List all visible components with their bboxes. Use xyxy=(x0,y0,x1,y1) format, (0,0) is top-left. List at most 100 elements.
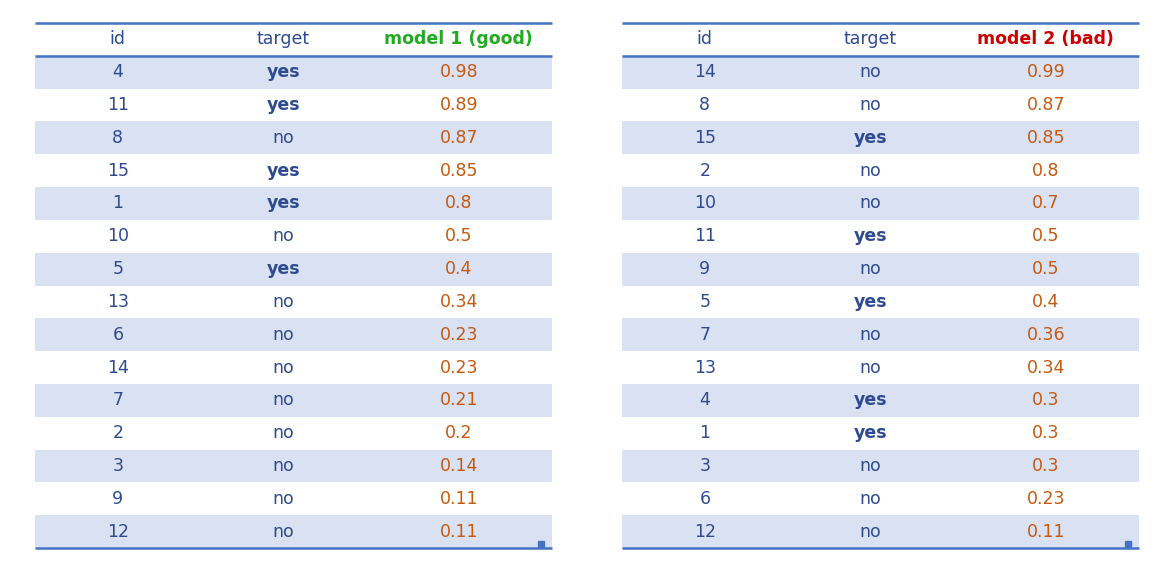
Bar xyxy=(622,253,1139,286)
Bar xyxy=(622,23,1139,56)
Bar xyxy=(35,154,552,187)
Text: no: no xyxy=(859,522,880,541)
Text: target: target xyxy=(257,30,310,49)
Text: 0.8: 0.8 xyxy=(1032,162,1060,180)
Text: no: no xyxy=(859,162,880,180)
Text: 0.14: 0.14 xyxy=(439,457,478,475)
Bar xyxy=(622,89,1139,122)
Text: 7: 7 xyxy=(113,391,123,409)
Text: yes: yes xyxy=(853,424,888,443)
Text: 0.99: 0.99 xyxy=(1026,63,1065,81)
Bar xyxy=(622,286,1139,319)
Text: id: id xyxy=(697,30,713,49)
Text: yes: yes xyxy=(266,260,301,278)
Bar xyxy=(622,351,1139,384)
Bar xyxy=(622,220,1139,253)
Text: 0.23: 0.23 xyxy=(439,325,478,344)
Text: no: no xyxy=(272,227,294,246)
Text: 6: 6 xyxy=(113,325,123,344)
Bar xyxy=(622,154,1139,187)
Text: yes: yes xyxy=(266,63,301,81)
Text: 0.7: 0.7 xyxy=(1032,194,1060,212)
Text: 0.34: 0.34 xyxy=(439,293,478,311)
Text: no: no xyxy=(272,424,294,443)
Text: no: no xyxy=(272,391,294,409)
Text: 15: 15 xyxy=(694,128,716,147)
Bar xyxy=(35,56,552,89)
Bar xyxy=(35,122,552,154)
Text: 4: 4 xyxy=(700,391,710,409)
Text: yes: yes xyxy=(853,391,888,409)
Text: 0.85: 0.85 xyxy=(439,162,478,180)
Text: no: no xyxy=(272,325,294,344)
Bar xyxy=(622,319,1139,351)
Text: 0.23: 0.23 xyxy=(1026,490,1065,508)
Bar xyxy=(35,23,552,56)
Bar xyxy=(35,384,552,417)
Text: 0.5: 0.5 xyxy=(445,227,473,246)
Text: yes: yes xyxy=(853,293,888,311)
Bar xyxy=(622,187,1139,220)
Text: 8: 8 xyxy=(113,128,123,147)
Text: id: id xyxy=(110,30,126,49)
Text: 7: 7 xyxy=(700,325,710,344)
Text: no: no xyxy=(859,63,880,81)
Bar xyxy=(35,253,552,286)
Text: no: no xyxy=(859,457,880,475)
Text: 0.87: 0.87 xyxy=(1026,96,1065,114)
Bar xyxy=(35,220,552,253)
Text: yes: yes xyxy=(266,162,301,180)
Bar xyxy=(622,482,1139,515)
Bar xyxy=(622,384,1139,417)
Text: 3: 3 xyxy=(113,457,123,475)
Text: 0.87: 0.87 xyxy=(439,128,478,147)
Bar xyxy=(35,319,552,351)
Text: 0.36: 0.36 xyxy=(1026,325,1065,344)
Text: 6: 6 xyxy=(700,490,710,508)
Text: 8: 8 xyxy=(700,96,710,114)
Text: 0.11: 0.11 xyxy=(1026,522,1065,541)
Text: 0.4: 0.4 xyxy=(1032,293,1059,311)
Text: no: no xyxy=(859,359,880,377)
Bar xyxy=(622,122,1139,154)
Text: 2: 2 xyxy=(113,424,123,443)
Text: model 2 (bad): model 2 (bad) xyxy=(978,30,1114,49)
Text: 2: 2 xyxy=(700,162,710,180)
Bar xyxy=(35,417,552,450)
Text: 15: 15 xyxy=(107,162,129,180)
Text: 14: 14 xyxy=(107,359,129,377)
Bar xyxy=(35,515,552,548)
Text: 1: 1 xyxy=(113,194,123,212)
Text: yes: yes xyxy=(853,128,888,147)
Text: 12: 12 xyxy=(694,522,716,541)
Text: 5: 5 xyxy=(700,293,710,311)
Text: 9: 9 xyxy=(113,490,123,508)
Text: 0.3: 0.3 xyxy=(1032,391,1060,409)
Text: 11: 11 xyxy=(694,227,716,246)
Text: 0.21: 0.21 xyxy=(439,391,478,409)
Text: 10: 10 xyxy=(107,227,129,246)
Text: 0.85: 0.85 xyxy=(1026,128,1065,147)
Bar xyxy=(35,482,552,515)
Text: model 1 (good): model 1 (good) xyxy=(384,30,533,49)
Text: 3: 3 xyxy=(700,457,710,475)
Bar xyxy=(35,286,552,319)
Text: no: no xyxy=(859,490,880,508)
Bar xyxy=(622,56,1139,89)
Text: 5: 5 xyxy=(113,260,123,278)
Text: yes: yes xyxy=(266,96,301,114)
Text: 0.2: 0.2 xyxy=(445,424,473,443)
Text: 1: 1 xyxy=(700,424,710,443)
Text: no: no xyxy=(859,325,880,344)
Text: yes: yes xyxy=(853,227,888,246)
Text: 10: 10 xyxy=(694,194,716,212)
Text: 0.98: 0.98 xyxy=(439,63,478,81)
Text: no: no xyxy=(272,522,294,541)
Text: no: no xyxy=(272,359,294,377)
Text: 14: 14 xyxy=(694,63,716,81)
Text: 0.5: 0.5 xyxy=(1032,260,1060,278)
Text: 12: 12 xyxy=(107,522,129,541)
Bar xyxy=(622,417,1139,450)
Bar xyxy=(35,351,552,384)
Text: 0.4: 0.4 xyxy=(445,260,472,278)
